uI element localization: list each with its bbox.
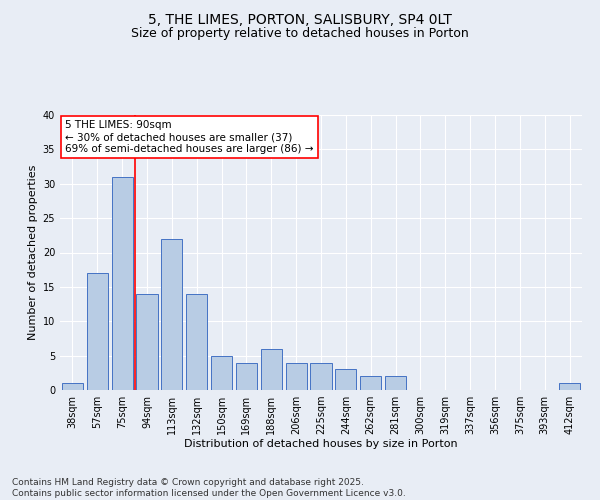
Bar: [62, 383, 83, 390]
Bar: [236, 362, 257, 390]
Bar: [261, 349, 282, 390]
Bar: [112, 177, 133, 390]
Bar: [286, 362, 307, 390]
Bar: [360, 376, 381, 390]
Bar: [211, 356, 232, 390]
Bar: [186, 294, 207, 390]
Bar: [161, 239, 182, 390]
Text: Contains HM Land Registry data © Crown copyright and database right 2025.
Contai: Contains HM Land Registry data © Crown c…: [12, 478, 406, 498]
Bar: [385, 376, 406, 390]
Text: 5, THE LIMES, PORTON, SALISBURY, SP4 0LT: 5, THE LIMES, PORTON, SALISBURY, SP4 0LT: [148, 12, 452, 26]
Y-axis label: Number of detached properties: Number of detached properties: [28, 165, 38, 340]
Bar: [87, 273, 108, 390]
Text: 5 THE LIMES: 90sqm
← 30% of detached houses are smaller (37)
69% of semi-detache: 5 THE LIMES: 90sqm ← 30% of detached hou…: [65, 120, 314, 154]
Bar: [559, 383, 580, 390]
Bar: [335, 370, 356, 390]
Bar: [136, 294, 158, 390]
Bar: [310, 362, 332, 390]
X-axis label: Distribution of detached houses by size in Porton: Distribution of detached houses by size …: [184, 438, 458, 448]
Text: Size of property relative to detached houses in Porton: Size of property relative to detached ho…: [131, 28, 469, 40]
